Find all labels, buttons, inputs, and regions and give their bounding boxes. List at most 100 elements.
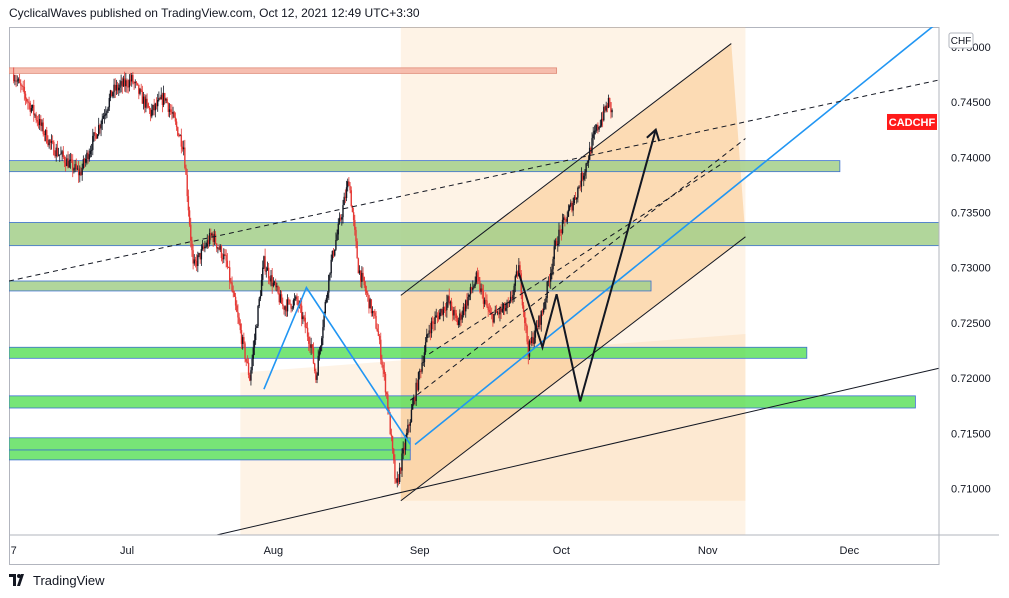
candle-body <box>404 438 407 450</box>
candle-body <box>149 109 152 117</box>
candle-body <box>407 424 409 434</box>
candle-body <box>550 273 552 282</box>
candle-body <box>468 294 470 297</box>
candle-body <box>83 159 86 163</box>
candle-body <box>108 97 111 108</box>
candle-body <box>203 246 205 249</box>
candle-body <box>326 292 329 298</box>
candle-body <box>29 102 31 112</box>
candle-body <box>380 339 382 360</box>
candle-body <box>145 98 147 108</box>
candle-body <box>560 229 563 234</box>
candle-body <box>204 246 206 249</box>
candle-body <box>53 142 55 156</box>
candle-body <box>173 112 175 118</box>
time-tick-label: Aug <box>264 545 284 557</box>
candle-body <box>73 169 75 171</box>
candle-body <box>315 371 317 380</box>
candle-body <box>364 285 367 291</box>
candle-body <box>205 246 207 248</box>
candle-body <box>391 436 394 449</box>
candle-body <box>428 330 430 334</box>
candle-body <box>403 447 406 450</box>
candle-body <box>76 168 79 170</box>
candle-body <box>411 404 414 410</box>
candle-body <box>46 130 48 143</box>
candle-body <box>574 197 577 200</box>
candle-body <box>13 74 15 82</box>
candle-body <box>270 275 272 282</box>
candle-body <box>495 309 498 313</box>
publisher-header: CyclicalWaves published on TradingView.c… <box>9 6 420 20</box>
candle-body <box>489 311 492 315</box>
candle-body <box>450 301 453 311</box>
time-tick-label: Jul <box>120 545 134 557</box>
candle-body <box>483 299 486 304</box>
candle-body <box>214 234 217 244</box>
candle-body <box>472 287 474 290</box>
tradingview-footer[interactable]: TradingView <box>9 571 105 589</box>
candle-body <box>57 154 60 156</box>
candle-body <box>524 311 526 324</box>
candle-body <box>529 340 532 344</box>
candle-body <box>481 288 483 292</box>
candle-body <box>501 308 504 312</box>
candle-body <box>492 314 494 323</box>
candle-body <box>585 163 587 173</box>
price-tick-label: 0.72500 <box>951 318 991 330</box>
price-tick-label: 0.74000 <box>951 152 991 164</box>
candle-body <box>219 246 221 250</box>
candle-body <box>470 287 473 290</box>
candle-body <box>223 254 225 260</box>
lower-shaded-area <box>240 334 746 535</box>
candle-body <box>463 306 466 312</box>
candle-body <box>253 340 256 348</box>
price-tick-label: 0.71500 <box>951 428 991 440</box>
candle-body <box>152 105 154 111</box>
candle-body <box>603 106 605 121</box>
candle-body <box>610 102 612 113</box>
candle-body <box>174 117 177 122</box>
candle-body <box>351 206 354 213</box>
candle-body <box>331 250 334 260</box>
candle-body <box>419 370 421 373</box>
candle-body <box>50 141 53 143</box>
candle-body <box>357 258 360 274</box>
candle-body <box>592 134 594 139</box>
candle-body <box>24 93 27 99</box>
candle-body <box>151 110 153 117</box>
candle-body <box>94 132 96 135</box>
candle-body <box>498 312 500 315</box>
candle-body <box>457 320 460 325</box>
candle-body <box>155 103 158 107</box>
candle-body <box>416 382 419 390</box>
candle-body <box>64 162 67 167</box>
candle-body <box>465 300 467 312</box>
candle-body <box>579 186 581 188</box>
candle-body <box>577 187 579 198</box>
candle-body <box>109 90 112 98</box>
candle-body <box>188 210 191 225</box>
candle-body <box>571 202 573 211</box>
brand-label: TradingView <box>33 572 105 588</box>
candle-body <box>491 314 493 315</box>
candle-body <box>288 299 290 301</box>
candlestick-chart[interactable]: 0.750000.745000.740000.735000.730000.725… <box>9 27 999 565</box>
candle-body <box>285 306 288 312</box>
candle-body <box>427 333 429 335</box>
candle-body <box>443 306 446 310</box>
candle-body <box>328 274 330 293</box>
candle-body <box>306 327 309 337</box>
candle-body <box>554 240 557 247</box>
candle-body <box>611 110 613 113</box>
candle-body <box>20 82 22 86</box>
candle-body <box>377 331 380 336</box>
channel-upper <box>400 43 732 296</box>
candle-body <box>88 154 90 160</box>
candle-body <box>296 296 298 301</box>
candle-body <box>77 168 80 176</box>
candle-body <box>311 344 314 348</box>
candle-body <box>228 267 231 283</box>
candle-body <box>122 78 125 87</box>
candle-body <box>201 246 204 250</box>
